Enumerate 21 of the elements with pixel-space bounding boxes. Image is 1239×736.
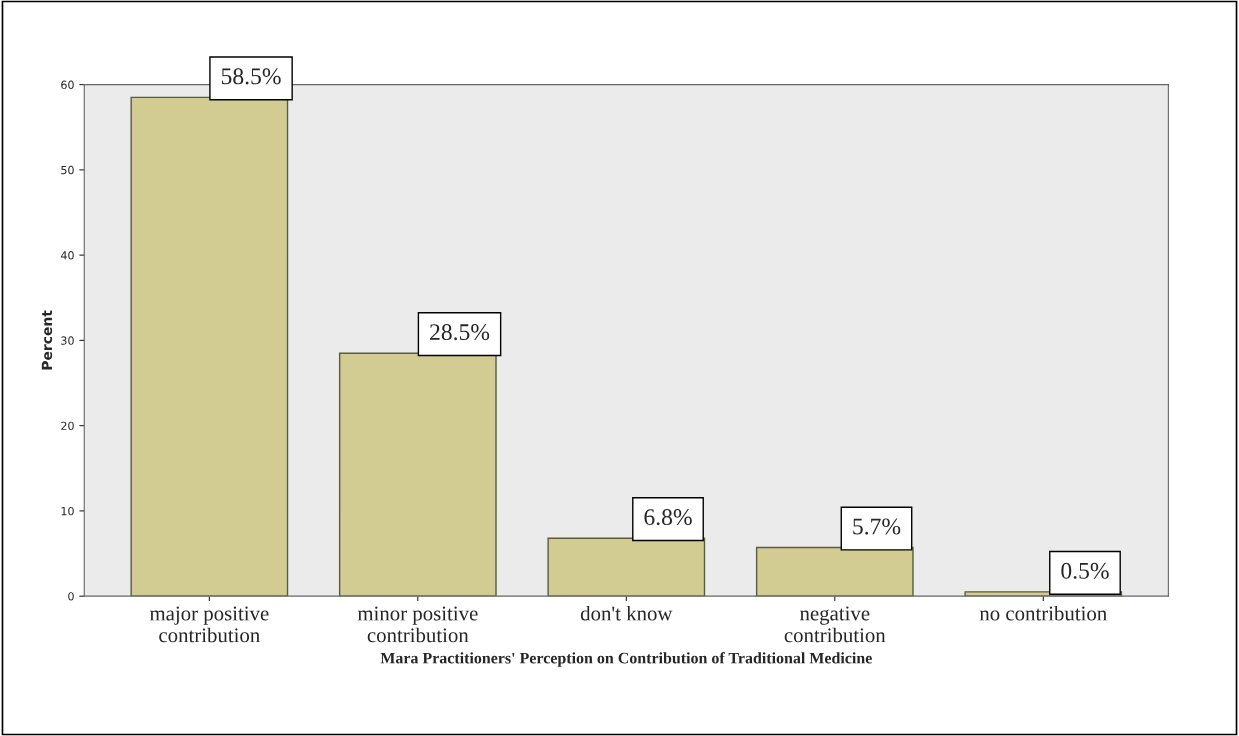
data-label: 5.7%	[853, 518, 901, 535]
x-tick-label: no contribution	[979, 605, 1107, 621]
data-label: 58.5%	[221, 68, 281, 85]
y-tick-label: 60	[61, 80, 74, 90]
y-tick-label: 10	[61, 506, 74, 516]
x-tick-label: don't know	[580, 605, 673, 621]
x-tick-label: negative contribution	[784, 606, 886, 643]
y-tick-label: 30	[61, 336, 74, 345]
y-tick-label: 0	[68, 592, 74, 601]
y-tick-label: 20	[61, 421, 74, 431]
data-label: 28.5%	[430, 324, 490, 341]
bar	[755, 546, 914, 597]
x-axis-title: Mara Practitioners' Perception on Contribution of Traditional Medicine	[380, 652, 872, 667]
bar	[547, 537, 706, 597]
y-tick-label: 40	[60, 251, 74, 260]
x-tick-label: minor positive contribution	[357, 606, 478, 643]
data-label: 0.5%	[1061, 562, 1109, 579]
x-tick-label: major positive contribution	[149, 606, 269, 643]
data-label: 6.8%	[644, 509, 692, 526]
y-tick-label: 50	[61, 165, 74, 175]
y-axis-title: Percent	[41, 310, 53, 370]
